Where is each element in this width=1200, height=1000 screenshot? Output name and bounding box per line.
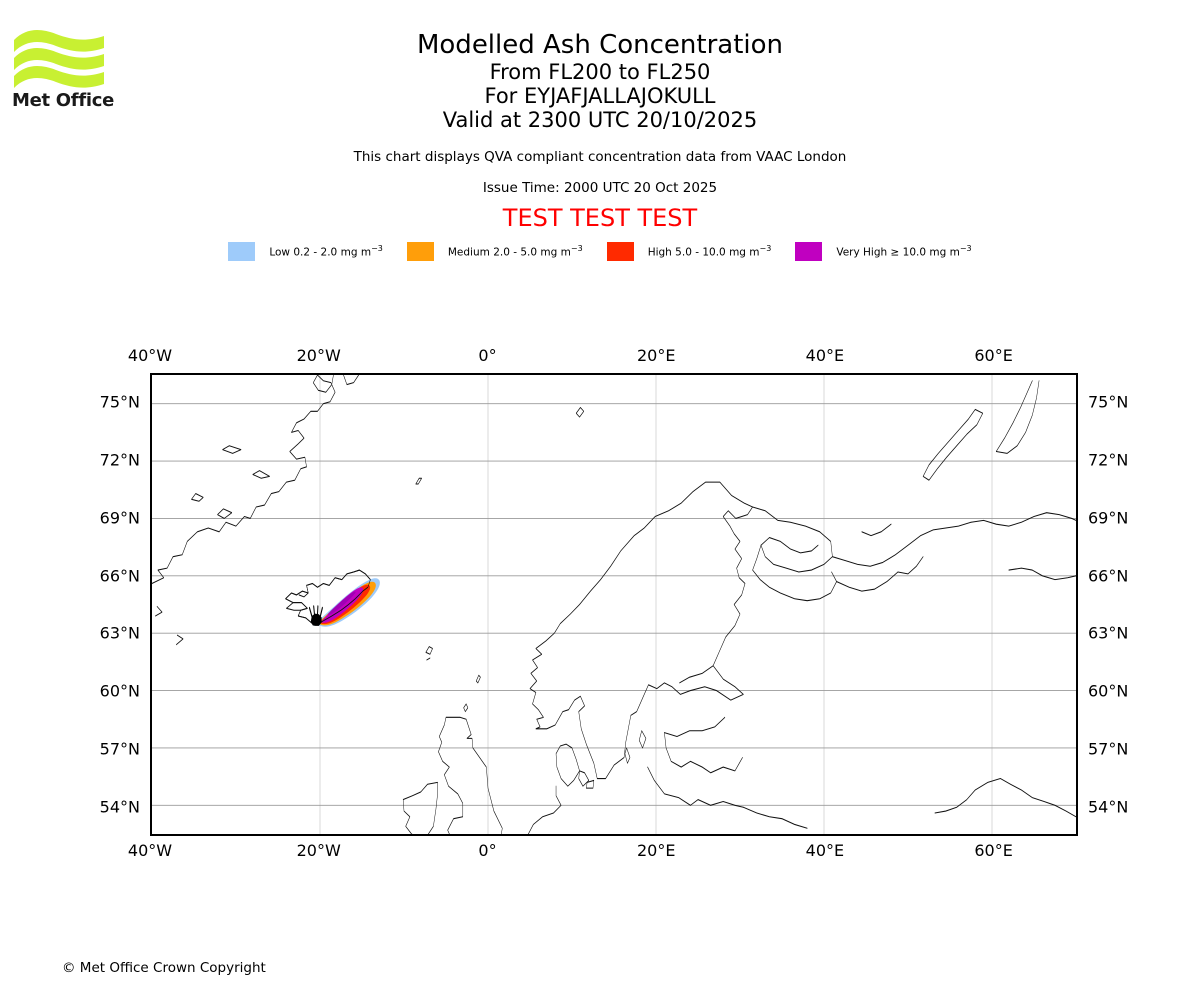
lat-tick-left-69n: 69°N: [99, 508, 140, 528]
lon-tick-top-20e: 20°E: [636, 346, 676, 365]
lat-tick-right-57n: 57°N: [1088, 739, 1129, 759]
subtitle-valid-time: Valid at 2300 UTC 20/10/2025: [442, 108, 758, 132]
legend-label-very-high: Very High ≥ 10.0 mg m−3: [836, 244, 972, 259]
plume-core: [327, 591, 356, 616]
lon-tick-top-40e: 40°E: [805, 346, 845, 365]
lat-tick-right-75n: 75°N: [1088, 392, 1129, 412]
lon-tick-bottom-0: 0°: [478, 841, 497, 860]
legend-swatch-high: [606, 242, 634, 261]
map-frame: [150, 373, 1078, 836]
legend-swatch-low: [228, 242, 256, 261]
lat-tick-right-72n: 72°N: [1088, 450, 1129, 470]
map-canvas: [152, 375, 1076, 834]
lon-tick-bottom-20w: 20°W: [296, 841, 341, 860]
legend-label-low: Low 0.2 - 2.0 mg m−3: [269, 244, 383, 259]
chart-header: Modelled Ash Concentration From FL200 to…: [0, 0, 1200, 232]
concentration-legend: Low 0.2 - 2.0 mg m−3 Medium 2.0 - 5.0 mg…: [0, 242, 1200, 261]
lat-tick-right-60n: 60°N: [1088, 681, 1129, 701]
lat-tick-left-72n: 72°N: [99, 450, 140, 470]
qva-note: This chart displays QVA compliant concen…: [353, 149, 847, 165]
met-office-logo: [12, 26, 120, 114]
legend-swatch-medium: [406, 242, 434, 261]
legend-item-medium: Medium 2.0 - 5.0 mg m−3: [406, 242, 583, 261]
lon-tick-bottom-40e: 40°E: [805, 841, 845, 860]
lat-tick-left-54n: 54°N: [99, 797, 140, 817]
lon-tick-bottom-20e: 20°E: [636, 841, 676, 860]
test-banner: TEST TEST TEST: [502, 204, 698, 232]
lon-tick-top-0: 0°: [478, 346, 497, 365]
lon-tick-bottom-60e: 60°E: [974, 841, 1013, 860]
legend-item-very-high: Very High ≥ 10.0 mg m−3: [795, 242, 972, 261]
legend-label-medium: Medium 2.0 - 5.0 mg m−3: [447, 244, 583, 259]
map-coastlines: [152, 375, 1076, 834]
map-graticule: [152, 375, 1076, 834]
lat-tick-right-63n: 63°N: [1088, 623, 1129, 643]
legend-item-high: High 5.0 - 10.0 mg m−3: [606, 242, 772, 261]
copyright-notice: © Met Office Crown Copyright: [62, 960, 266, 976]
met-office-waves-icon: [14, 30, 104, 88]
legend-item-low: Low 0.2 - 2.0 mg m−3: [228, 242, 383, 261]
lat-tick-left-60n: 60°N: [99, 681, 140, 701]
iceland-overlay-coastline: [285, 569, 371, 625]
subtitle-flight-levels: From FL200 to FL250: [489, 60, 711, 84]
lat-tick-right-69n: 69°N: [1088, 508, 1129, 528]
volcano-source-marker: [308, 605, 323, 626]
lat-tick-right-66n: 66°N: [1088, 566, 1129, 585]
lon-tick-top-60e: 60°E: [974, 346, 1013, 365]
lat-tick-left-57n: 57°N: [99, 739, 140, 759]
ash-concentration-map: 40°W 20°W 0° 20°E 40°E 60°E 40°W 20°W 0°…: [100, 346, 1129, 860]
subtitle-volcano: For EYJAFJALLAJOKULL: [484, 84, 716, 108]
lat-tick-right-54n: 54°N: [1088, 797, 1129, 817]
lon-tick-bottom-40w: 40°W: [127, 841, 173, 860]
legend-label-high: High 5.0 - 10.0 mg m−3: [647, 244, 772, 259]
lat-tick-left-75n: 75°N: [99, 392, 140, 412]
issue-time: Issue Time: 2000 UTC 20 Oct 2025: [482, 180, 718, 196]
lat-tick-left-63n: 63°N: [99, 623, 140, 643]
ash-plume: [313, 578, 380, 627]
lon-tick-top-40w: 40°W: [127, 346, 173, 365]
page-title: Modelled Ash Concentration: [416, 30, 784, 60]
legend-swatch-very-high: [795, 242, 823, 261]
lat-tick-left-66n: 66°N: [99, 566, 140, 585]
met-office-wordmark: Met Office: [12, 90, 115, 111]
lon-tick-top-20w: 20°W: [296, 346, 341, 365]
